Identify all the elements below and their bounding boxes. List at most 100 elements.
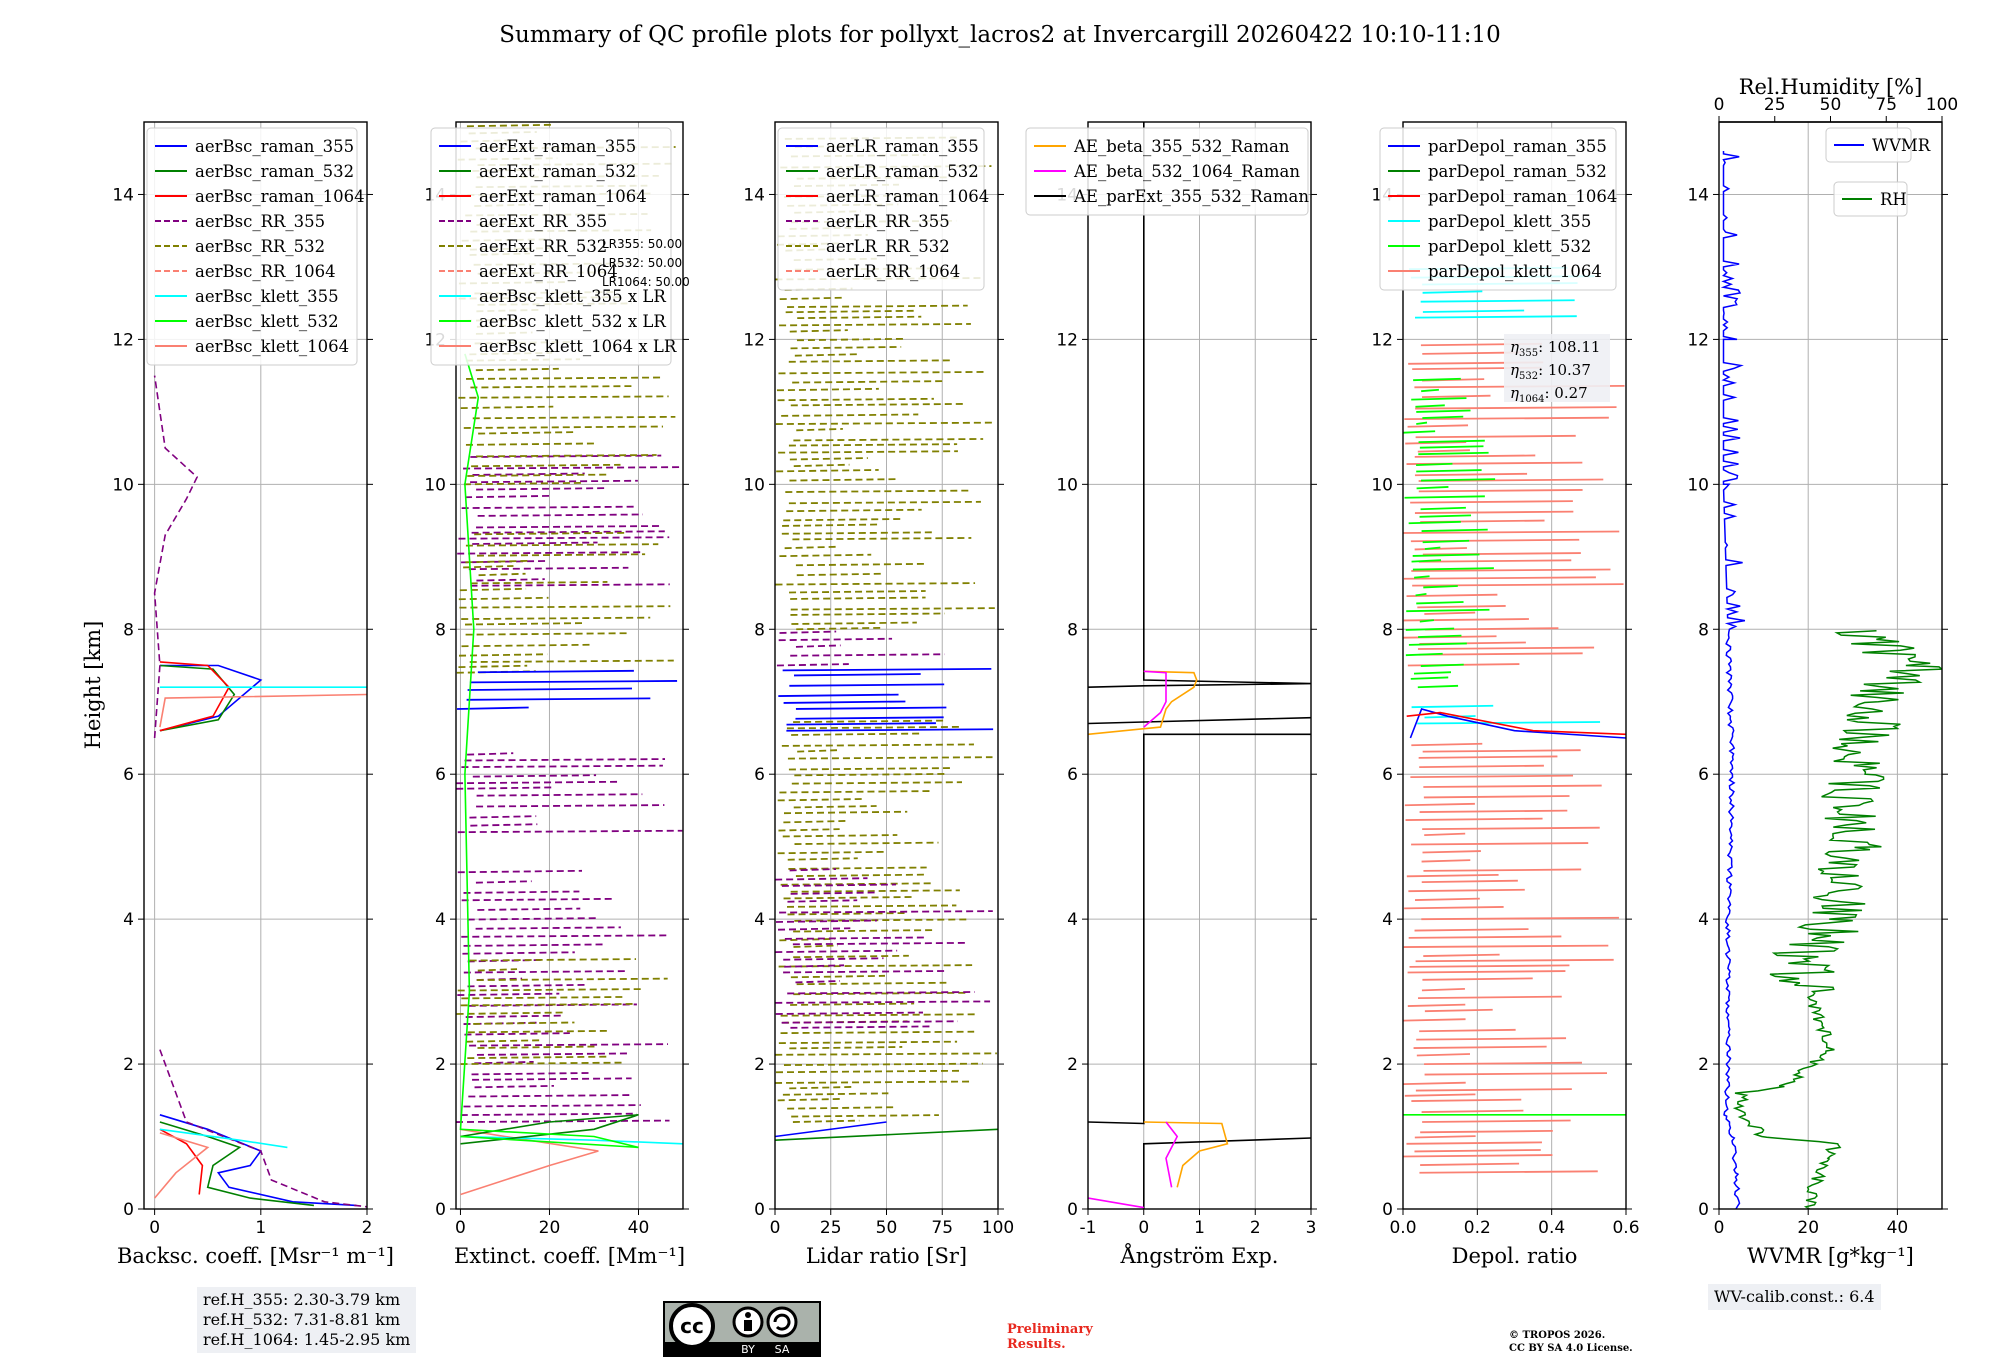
profile-segment (1406, 608, 1490, 613)
profile-segment (783, 820, 847, 824)
eta-532: η532: 10.37 (1510, 361, 1591, 382)
profile-segment (456, 1011, 564, 1015)
profile-segment (461, 897, 613, 902)
profile-segment (1416, 421, 1428, 425)
profile-segment (778, 828, 840, 832)
profile-segment (1414, 1135, 1476, 1139)
x-axis-label: Extinct. coeff. [Mm⁻¹] (454, 1244, 685, 1268)
profile-segment (1414, 897, 1480, 901)
profile-segment (457, 988, 645, 992)
profile-segment (463, 890, 580, 894)
legend-depol: parDepol_raman_355 parDepol_raman_532 parD… (1379, 127, 1617, 291)
profile-segment (1424, 546, 1441, 550)
profile-segment (792, 380, 944, 384)
legend-lidar_ratio: aerLR_raman_355 aerLR_raman_532 aerLR_rama… (777, 127, 989, 291)
profile-segment (472, 1077, 632, 1081)
series-AE_parExt_355_532_Raman (1143, 1137, 1311, 1209)
profile-segment (794, 773, 946, 777)
profile-segment (474, 1060, 534, 1065)
profile-segment (456, 786, 556, 790)
x-tick-label: 40 (628, 1218, 650, 1238)
legend-label: parDepol_klett_355 (1428, 212, 1591, 231)
y-tick-label: 0 (123, 1200, 134, 1220)
profile-segment (463, 481, 583, 486)
profile-segment (1421, 879, 1518, 884)
profile-segment (1403, 430, 1436, 434)
profile-segment (1405, 441, 1467, 445)
profile-segment (476, 1052, 630, 1056)
profile-segment (775, 421, 996, 425)
profile-segment (471, 463, 621, 468)
profile-segment (1422, 749, 1581, 753)
profile-segment (783, 957, 884, 961)
profile-segment (1421, 394, 1491, 399)
profile-segment (470, 385, 634, 389)
legend-frame (1025, 127, 1309, 216)
profile-segment (1421, 478, 1496, 482)
profile-segment (1406, 873, 1499, 878)
profile-segment (1404, 416, 1609, 421)
profile-segment (788, 767, 954, 771)
profile-segment (775, 1000, 991, 1004)
profile-segment (776, 663, 849, 667)
series-parDepol_raman_1064 (1406, 711, 1626, 736)
profile-segment (1418, 995, 1562, 999)
legend-label: parDepol_raman_355 (1428, 137, 1607, 156)
profile-segment (776, 387, 879, 392)
profile-segment (1411, 742, 1483, 747)
y-tick-label: 2 (754, 1055, 765, 1075)
x-tick-label: 0.0 (1389, 1218, 1416, 1238)
profile-segment (786, 728, 994, 732)
legend-label: aerLR_raman_1064 (826, 187, 989, 206)
profile-segment (1403, 944, 1609, 948)
profile-segment (466, 376, 662, 380)
profile-segment (793, 944, 838, 948)
legend-frame (1379, 127, 1617, 291)
profile-segment (1420, 506, 1466, 511)
profile-segment (783, 700, 906, 704)
ref-height-1064: ref.H_1064: 1.45-2.95 km (203, 1330, 411, 1349)
profile-segment (1415, 593, 1427, 597)
cc-sa-label: SA (775, 1343, 790, 1356)
profile-segment (1418, 489, 1583, 493)
profile-segment (1419, 619, 1434, 623)
axes-frame (143, 121, 368, 1210)
profile-segment (792, 1119, 860, 1123)
series-aerBsc_raman_355 (159, 1114, 357, 1207)
profile-segment (464, 1032, 570, 1036)
profile-segment (1403, 618, 1529, 622)
eta-1064: η1064: 0.27 (1510, 384, 1588, 405)
profile-segment (457, 551, 644, 555)
y-tick-label: 0 (1067, 1200, 1078, 1220)
profile-segment (779, 910, 993, 914)
y-tick-label: 2 (1067, 1055, 1078, 1075)
profile-segment (1411, 568, 1611, 572)
profile-segment (797, 749, 838, 753)
profile-segment (781, 531, 934, 535)
y-tick-label: 10 (1687, 475, 1709, 495)
profile-segment (1420, 1129, 1553, 1134)
profile-segment (778, 693, 899, 697)
profile-segment (789, 329, 848, 333)
series-AE_beta_532_1064_Raman_b (1165, 1121, 1179, 1188)
x-tick-label: 20 (1797, 1218, 1819, 1238)
profile-segment (787, 912, 908, 916)
panel-depol: 0.00.20.40.602468101214Depol. ratioparDe… (1371, 121, 1640, 1268)
profile-segment (779, 938, 835, 942)
profile-segment (469, 815, 537, 819)
profile-segment (1405, 652, 1443, 657)
legend-label: aerBsc_raman_532 (195, 162, 354, 181)
profile-segment (785, 489, 970, 493)
profile-segment (1414, 928, 1529, 932)
legend-label: aerExt_raman_532 (479, 162, 636, 181)
profile-segment (468, 1094, 630, 1098)
profile-segment (461, 996, 626, 1000)
profile-segment (1416, 1037, 1567, 1041)
profile-segment (784, 545, 839, 550)
profile-segment (1405, 817, 1543, 821)
profile-segment (794, 841, 939, 845)
profile-segment (777, 798, 865, 802)
profile-segment (1416, 462, 1453, 467)
profile-segment (783, 810, 908, 815)
profile-segment (780, 882, 934, 886)
